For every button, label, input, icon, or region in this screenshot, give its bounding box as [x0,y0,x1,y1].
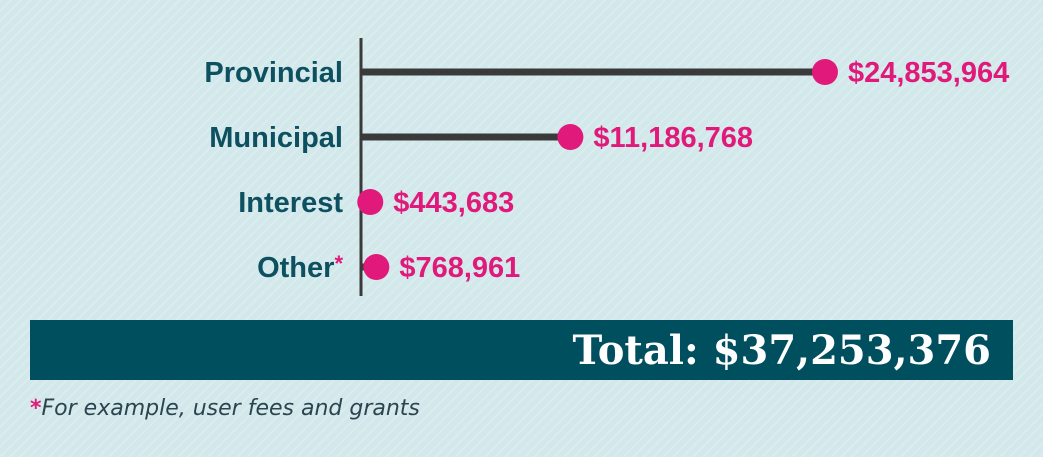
category-label-provincial: Provincial [204,57,343,89]
category-label-municipal: Municipal [209,122,343,154]
total-banner: Total: $37,253,376 [30,320,1013,380]
footnote-text: For example, user fees and grants [42,396,420,421]
lollipop-chart: Provincial $24,853,964 Municipal $11,186,76… [0,0,1043,310]
dot-other [363,254,389,280]
value-label-municipal: $11,186,768 [593,122,753,154]
total-label: Total: $37,253,376 [573,327,991,374]
value-label-provincial: $24,853,964 [848,57,1009,89]
chart-marks: Provincial $24,853,964 Municipal $11,186,76… [204,57,1009,284]
value-label-interest: $443,683 [393,187,514,219]
dot-municipal [557,124,583,150]
category-label-interest: Interest [238,187,343,219]
footnote-asterisk: * [30,396,42,421]
dot-provincial [812,59,838,85]
category-label-other: Other* [257,251,343,284]
dot-interest [357,189,383,215]
footnote: *For example, user fees and grants [30,396,420,421]
category-asterisk: * [334,251,343,276]
value-label-other: $768,961 [399,252,520,284]
